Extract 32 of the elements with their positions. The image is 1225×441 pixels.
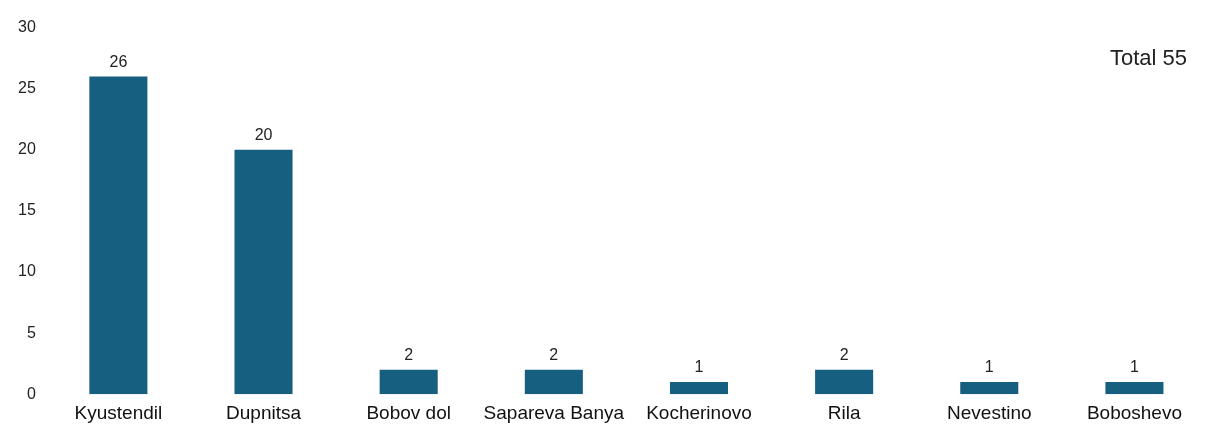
- x-tick-label: Kocherinovo: [646, 401, 752, 423]
- data-label: 20: [254, 126, 273, 144]
- x-tick-label: Bobov dol: [366, 401, 451, 423]
- y-tick-label: 5: [26, 323, 36, 341]
- bar: [669, 381, 728, 395]
- y-tick-label: 10: [18, 262, 36, 280]
- y-tick-label: 0: [26, 384, 36, 402]
- y-tick-label: 25: [18, 79, 36, 97]
- annotation: Total 55: [1109, 44, 1187, 70]
- bar: [1105, 381, 1164, 395]
- y-tick-label: 15: [18, 201, 36, 219]
- bar: [234, 149, 293, 395]
- x-tick-label: Boboshevo: [1086, 401, 1182, 423]
- data-label: 1: [694, 358, 704, 376]
- x-tick-label: Dupnitsa: [226, 401, 302, 423]
- x-tick-label: Sapareva Banya: [483, 401, 625, 423]
- bar: [524, 369, 583, 395]
- data-label: 1: [984, 358, 994, 376]
- y-tick-label: 20: [18, 140, 36, 158]
- bar: [89, 76, 148, 395]
- x-tick-label: Rila: [827, 401, 861, 423]
- data-label: 1: [1129, 358, 1139, 376]
- x-tick-label: Nevestino: [947, 401, 1032, 423]
- x-tick-label: Kyustendil: [74, 401, 163, 423]
- data-label: 26: [109, 52, 128, 70]
- data-label: 2: [549, 346, 559, 364]
- bar: [960, 381, 1019, 395]
- y-tick-label: 30: [18, 18, 36, 36]
- data-label: 2: [839, 346, 849, 364]
- data-label: 2: [404, 346, 414, 364]
- bar: [815, 369, 874, 395]
- bar: [379, 369, 438, 395]
